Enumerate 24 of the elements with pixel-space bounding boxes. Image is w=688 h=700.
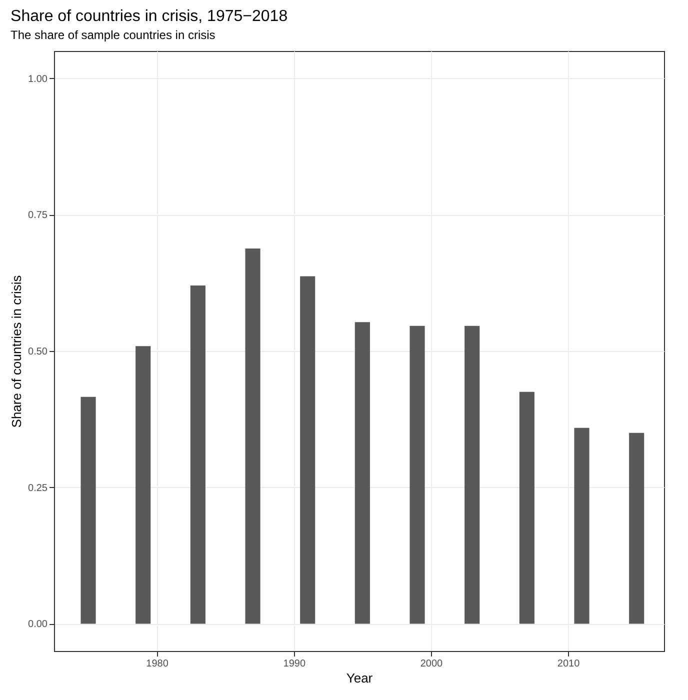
bar	[464, 326, 480, 624]
bar	[519, 392, 534, 624]
bar	[629, 432, 644, 624]
y-tick-label: 0.75	[28, 210, 48, 222]
x-tick-label: 2000	[420, 658, 444, 670]
bar	[410, 326, 425, 624]
y-tick-label: 0.00	[28, 619, 48, 630]
bar	[300, 276, 316, 624]
y-axis-title: Share of countries in crisis	[9, 274, 24, 428]
bar	[574, 428, 590, 624]
chart-subtitle: The share of sample countries in crisis	[10, 28, 216, 42]
y-tick-label: 0.25	[28, 482, 48, 494]
chart-title: Share of countries in crisis, 1975−2018	[10, 8, 288, 25]
bar	[190, 286, 206, 624]
bar	[136, 346, 151, 624]
y-tick-label: 0.50	[28, 346, 48, 358]
x-axis-title: Year	[346, 670, 374, 686]
bar	[354, 322, 370, 624]
bar	[245, 248, 260, 624]
bar	[80, 396, 96, 624]
x-tick-label: 1980	[146, 658, 169, 670]
x-tick-label: 2010	[557, 658, 580, 670]
x-tick-label: 1990	[283, 658, 306, 670]
y-tick-label: 1.00	[28, 74, 48, 85]
